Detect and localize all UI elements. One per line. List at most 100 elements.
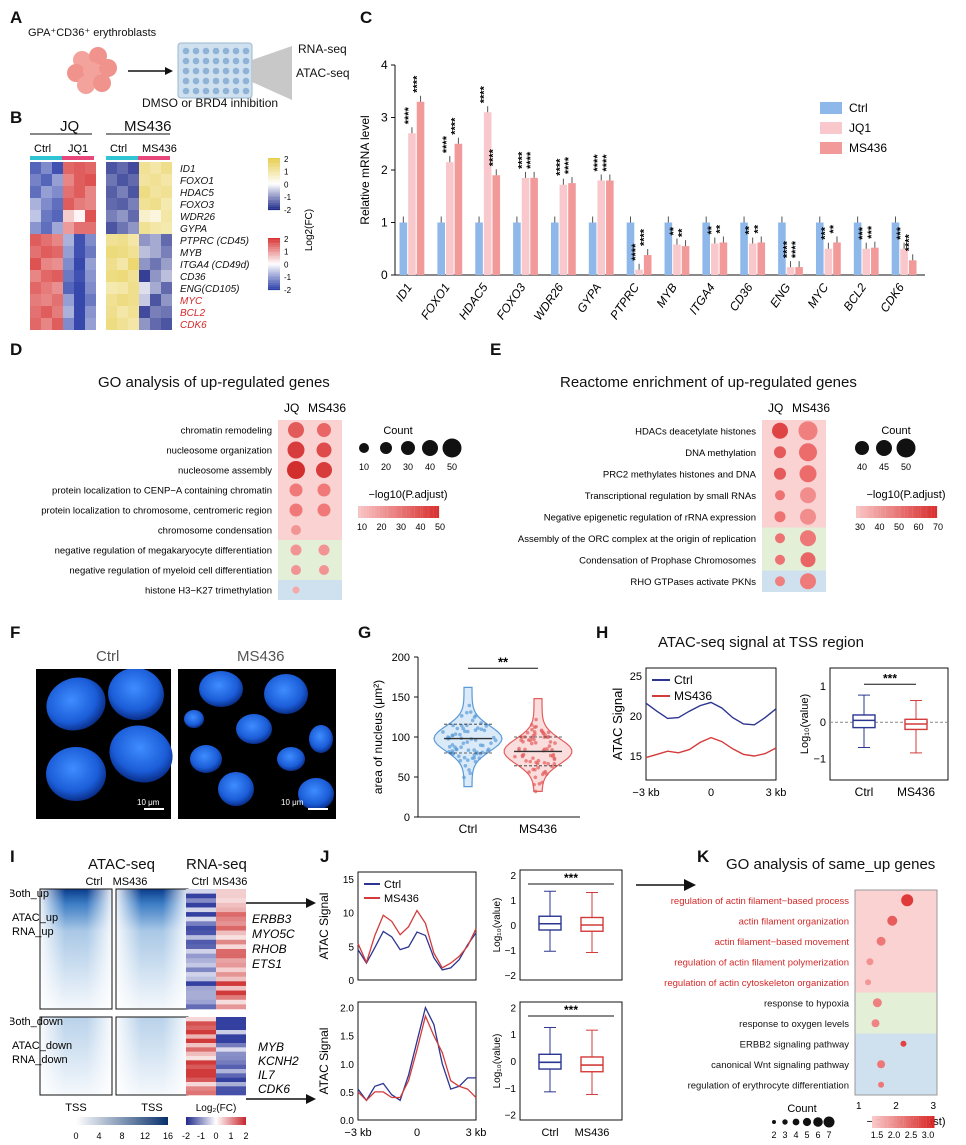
padj-gradient	[420, 506, 423, 518]
padj-gradient	[929, 1116, 932, 1128]
legend-label: MS436	[849, 141, 887, 155]
padj-gradient	[893, 506, 897, 518]
padj-gradient	[414, 506, 418, 518]
count-legend-dot	[401, 441, 415, 455]
heatmap-cell	[30, 294, 41, 306]
heatmap-cell	[139, 282, 150, 294]
heatmap-cell	[30, 306, 41, 318]
heatmap-cell	[85, 318, 96, 330]
data-point	[450, 733, 455, 738]
padj-gradient	[866, 506, 870, 518]
bar-jq1	[408, 133, 416, 275]
rna-legend-title: Log₂(FC)	[196, 1103, 237, 1114]
rna-cell	[216, 976, 246, 982]
plate-well	[202, 47, 210, 55]
plot-frame	[854, 889, 938, 1096]
rna-cell	[186, 1051, 216, 1057]
padj-tick: 40	[874, 522, 884, 532]
heatmap-cell	[117, 306, 128, 318]
heatmap-cell	[161, 270, 172, 282]
nucleus	[277, 747, 305, 771]
gene-label: PTPRC (CD45)	[180, 236, 249, 247]
heatmap-cell	[52, 246, 63, 258]
legend-swatch	[268, 200, 280, 203]
term-label: ERBB2 signaling pathway	[740, 1039, 850, 1050]
padj-tick: 30	[396, 522, 406, 532]
y-tick-label: 0	[510, 1057, 516, 1068]
bar-ms436	[530, 177, 538, 275]
y-tick-label: 1.0	[340, 1060, 354, 1071]
dot-jq	[772, 422, 788, 439]
legend-swatch	[268, 257, 280, 259]
dot-ms436	[800, 552, 816, 568]
rna-col-label: Ctrl	[191, 876, 208, 888]
heatmap-cell	[30, 318, 41, 330]
legend-swatch	[268, 278, 280, 280]
rna-cell	[186, 999, 216, 1005]
bar-ms436	[681, 246, 690, 275]
heatmap-cell	[150, 318, 161, 330]
dot-jq	[290, 544, 302, 556]
heatmap-cell	[30, 162, 41, 174]
legend-swatch	[268, 186, 280, 188]
legend-swatch	[268, 244, 280, 246]
bar-ctrl	[399, 222, 408, 275]
data-point	[472, 748, 476, 752]
sig-label: ***	[564, 1003, 578, 1017]
plate-well	[212, 77, 220, 85]
data-point	[458, 732, 462, 737]
term-label: response to hypoxia	[764, 998, 850, 1009]
padj-tick: 2.5	[905, 1130, 918, 1140]
rna-cell	[216, 1047, 246, 1052]
heatmap-cell	[74, 258, 85, 270]
data-point	[533, 740, 538, 745]
padj-gradient	[926, 506, 929, 518]
cell-cluster	[67, 47, 117, 94]
data-point	[531, 756, 535, 760]
plate-well	[202, 87, 210, 95]
rna-cell	[186, 902, 216, 908]
category-band	[855, 992, 937, 1034]
signal-line	[645, 736, 777, 759]
count-legend-label: 40	[425, 462, 435, 472]
atac-heatmap-mask	[40, 889, 112, 1009]
heatmap-cell	[117, 270, 128, 282]
padj-gradient	[907, 506, 911, 518]
nucleus	[309, 725, 333, 753]
y-tick-label: 4	[381, 58, 388, 72]
rna-cell	[216, 967, 246, 973]
padj-gradient	[898, 1116, 901, 1128]
padj-gradient	[877, 506, 881, 518]
rna-cell	[216, 995, 246, 1001]
legend-swatch	[268, 238, 280, 240]
count-legend-label: 20	[381, 462, 391, 472]
x-tick-label: Ctrl	[459, 822, 478, 836]
rna-cell	[216, 898, 246, 904]
padj-gradient	[417, 506, 421, 518]
rna-cell	[216, 999, 246, 1005]
gene-label: CDK6	[180, 320, 207, 331]
x-tick-label: 0	[414, 1127, 420, 1139]
heatmap-cell	[30, 234, 41, 246]
sig-label: ***	[819, 226, 831, 240]
dot-ms436	[799, 465, 817, 483]
heatmap-cell	[63, 234, 74, 246]
heatmap-cell	[161, 162, 172, 174]
sig-label: **	[668, 226, 680, 235]
rna-cell	[216, 1017, 246, 1022]
heatmap-cell	[63, 282, 74, 294]
sig-label: ****	[904, 233, 916, 251]
atac-legend-tick: 16	[163, 1131, 173, 1141]
y-tick-label: 0	[381, 268, 388, 282]
dot-jq	[775, 554, 785, 565]
term-label: regulation of actin cytoskeleton organiz…	[664, 978, 849, 989]
legend-swatch	[268, 288, 280, 291]
dot-jq	[775, 490, 785, 501]
heatmap-cell	[139, 318, 150, 330]
plate-well	[242, 57, 250, 65]
rna-cell	[186, 930, 216, 936]
annot-jq1	[62, 156, 94, 160]
data-point	[472, 755, 476, 760]
category-label: CD36	[727, 280, 756, 313]
box-y-label: Log₁₀(value)	[799, 694, 811, 754]
